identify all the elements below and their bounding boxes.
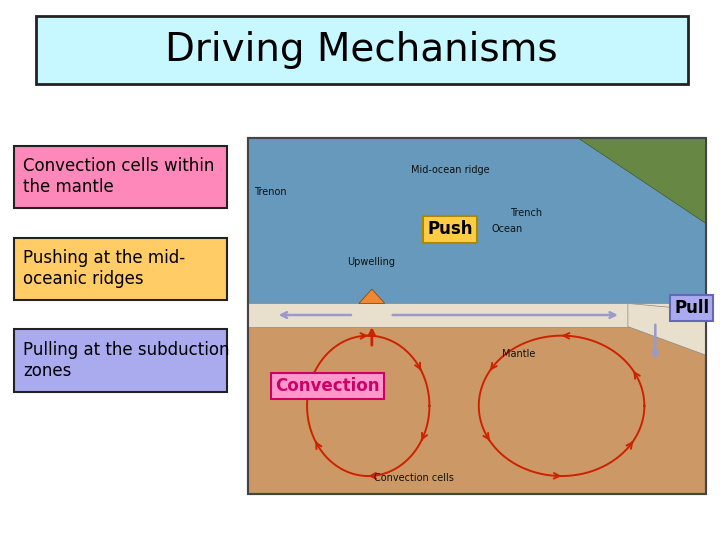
- Text: Pulling at the subduction
zones: Pulling at the subduction zones: [23, 341, 230, 380]
- Text: Push: Push: [427, 220, 473, 239]
- Text: Trenon: Trenon: [253, 187, 287, 197]
- Text: Ocean: Ocean: [492, 225, 523, 234]
- Text: Pushing at the mid-
oceanic ridges: Pushing at the mid- oceanic ridges: [23, 249, 185, 288]
- Text: Upwelling: Upwelling: [347, 257, 395, 267]
- Polygon shape: [577, 138, 706, 223]
- Text: Pull: Pull: [674, 299, 709, 317]
- FancyBboxPatch shape: [14, 146, 227, 208]
- Text: Mid-ocean ridge: Mid-ocean ridge: [410, 165, 490, 175]
- Text: Convection cells: Convection cells: [374, 473, 454, 483]
- FancyBboxPatch shape: [14, 329, 227, 392]
- Text: Convection: Convection: [275, 377, 380, 395]
- Polygon shape: [628, 303, 706, 355]
- FancyBboxPatch shape: [248, 138, 706, 305]
- Polygon shape: [248, 138, 706, 305]
- FancyBboxPatch shape: [248, 138, 706, 494]
- FancyBboxPatch shape: [248, 303, 706, 327]
- Text: Mantle: Mantle: [502, 349, 535, 359]
- FancyBboxPatch shape: [14, 238, 227, 300]
- FancyBboxPatch shape: [36, 16, 688, 84]
- Text: Convection cells within
the mantle: Convection cells within the mantle: [23, 158, 215, 196]
- Polygon shape: [359, 289, 384, 303]
- Text: Driving Mechanisms: Driving Mechanisms: [165, 31, 558, 69]
- Text: Trench: Trench: [510, 208, 541, 218]
